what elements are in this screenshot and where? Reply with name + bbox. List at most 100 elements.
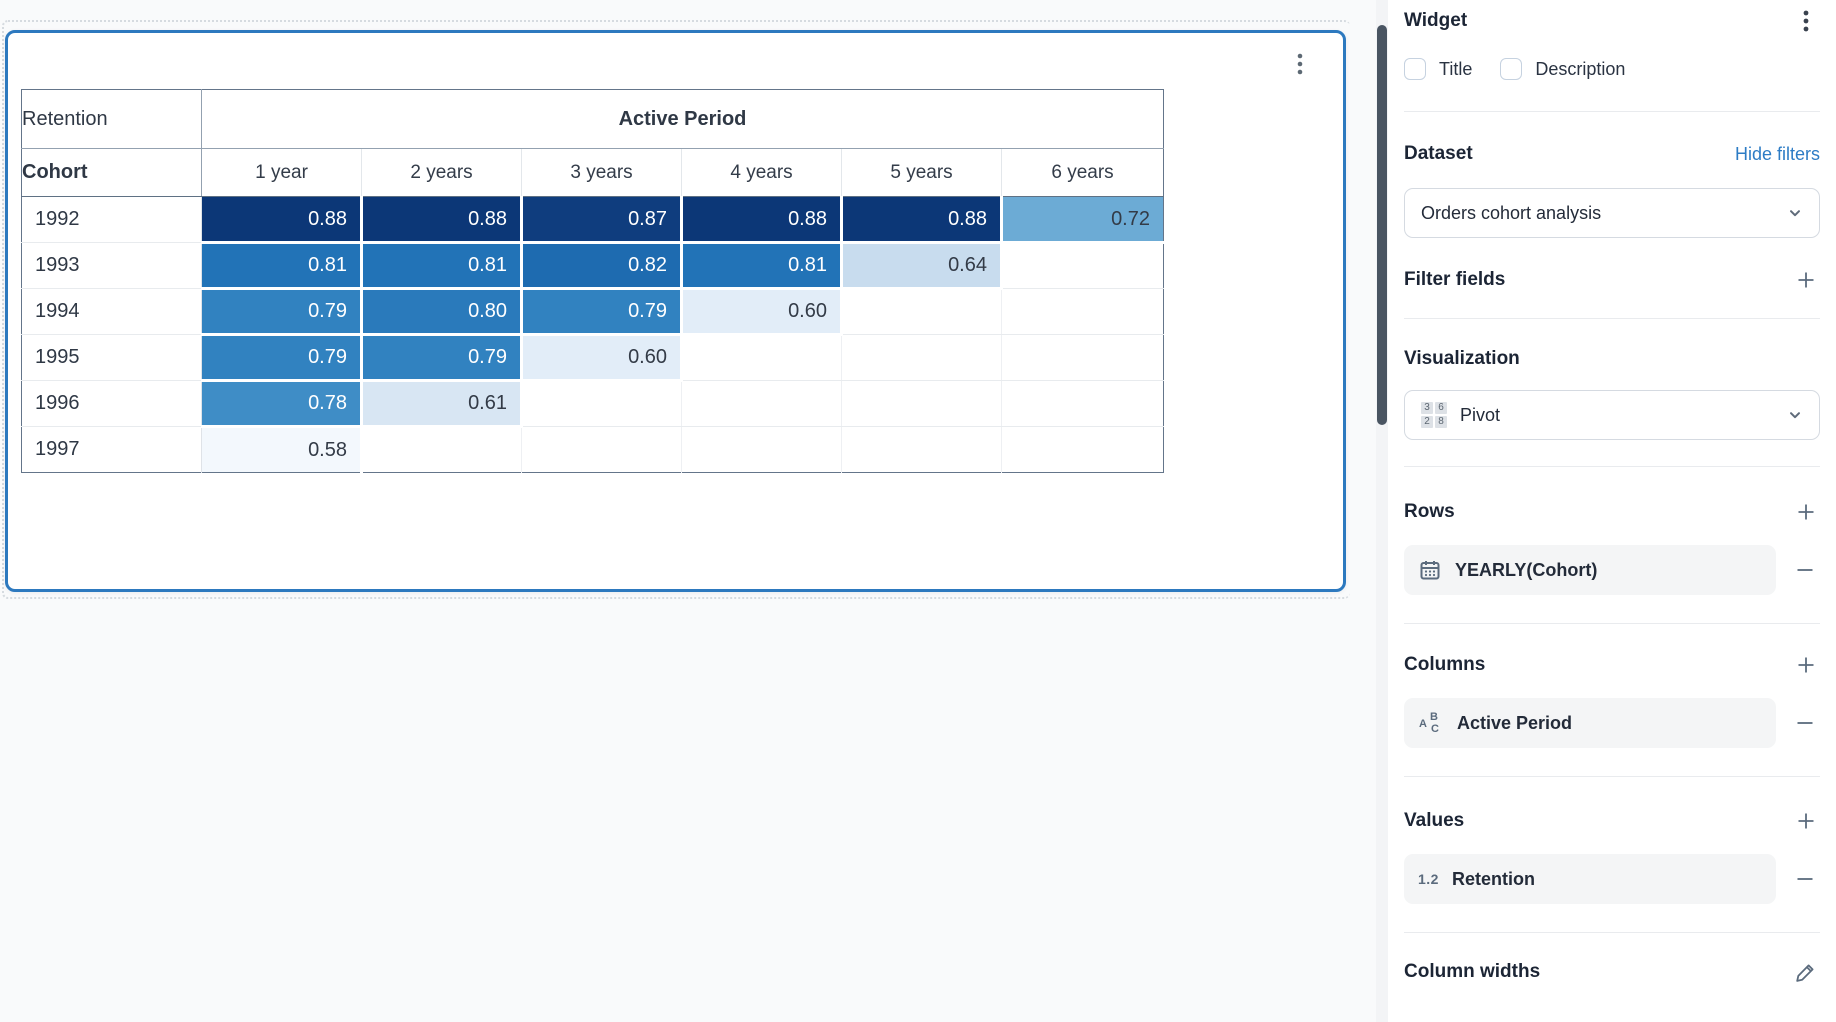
pivot-value-cell: 0.88	[681, 196, 843, 244]
visualization-section-title: Visualization	[1404, 348, 1520, 369]
pivot-corner-header: Retention	[21, 89, 202, 149]
divider	[1404, 932, 1820, 933]
values-field-pill[interactable]: 1.2 Retention	[1404, 854, 1776, 904]
remove-column-field-button[interactable]	[1776, 709, 1820, 737]
description-checkbox-item[interactable]: Description	[1500, 58, 1625, 80]
pivot-value-cell	[841, 380, 1002, 427]
columns-field-pill[interactable]: A B C Active Period	[1404, 698, 1776, 748]
pivot-value-cell: 0.82	[521, 242, 683, 290]
title-checkbox-label: Title	[1439, 58, 1473, 79]
pivot-value-cell	[521, 380, 682, 427]
title-checkbox-item[interactable]: Title	[1404, 58, 1472, 80]
pivot-value-cell: 0.60	[521, 334, 683, 382]
pivot-value-cell: 0.88	[841, 196, 1003, 244]
rows-field-label: YEARLY(Cohort)	[1455, 559, 1598, 580]
divider	[1404, 466, 1820, 467]
divider	[1404, 318, 1820, 319]
grid-cell-outline	[2, 20, 1350, 599]
dataset-select[interactable]: Orders cohort analysis	[1404, 188, 1820, 238]
column-widths-section-title: Column widths	[1404, 961, 1541, 982]
add-row-field-button[interactable]	[1792, 498, 1820, 526]
pivot-table: Retention Active Period Cohort 1 year 2 year…	[21, 89, 1164, 473]
pivot-col-header: 5 years	[841, 148, 1002, 197]
plus-icon	[1798, 272, 1814, 288]
pivot-value-cell	[681, 334, 842, 381]
rows-field-pill[interactable]: YEARLY(Cohort)	[1404, 545, 1776, 595]
minus-icon	[1797, 569, 1813, 571]
pivot-value-cell	[521, 426, 682, 473]
pivot-cohort-cell: 1993	[21, 242, 202, 289]
pivot-value-cell	[1001, 380, 1164, 427]
remove-row-field-button[interactable]	[1776, 556, 1820, 584]
dataset-section-title: Dataset	[1404, 143, 1473, 164]
pivot-value-cell: 0.81	[361, 242, 523, 290]
scrollbar-thumb[interactable]	[1377, 25, 1387, 425]
filter-fields-section-title: Filter fields	[1404, 269, 1506, 290]
pivot-cohort-cell: 1996	[21, 380, 202, 427]
pivot-row-header: Cohort	[21, 148, 202, 197]
chevron-down-icon	[1790, 210, 1800, 217]
hide-filters-link[interactable]: Hide filters	[1734, 143, 1820, 164]
pivot-value-cell: 0.79	[521, 288, 683, 336]
chevron-down-icon	[1790, 412, 1800, 419]
widget-kebab-menu-icon[interactable]	[1287, 47, 1313, 81]
sidebar-title: Widget	[1404, 10, 1468, 31]
pivot-col-header: 2 years	[361, 148, 522, 197]
pivot-col-header: 1 year	[201, 148, 362, 197]
values-field-label: Retention	[1451, 868, 1535, 889]
number-type-icon: 1.2	[1418, 871, 1439, 887]
pivot-value-cell	[681, 426, 842, 473]
description-checkbox[interactable]	[1500, 58, 1523, 80]
pivot-value-cell: 0.80	[361, 288, 523, 336]
pivot-col-header: 6 years	[1001, 148, 1164, 197]
divider	[1404, 111, 1820, 112]
divider	[1404, 623, 1820, 624]
pivot-value-cell: 0.88	[361, 196, 523, 244]
pivot-value-cell	[1002, 427, 1164, 473]
widget-settings-sidebar: Widget Title Description Dataset Hide fi…	[1388, 0, 1836, 1022]
pivot-value-cell: 0.87	[521, 196, 683, 244]
pivot-value-cell: 0.64	[841, 242, 1003, 290]
pivot-cohort-cell: 1997	[21, 426, 202, 473]
pivot-table-container: Retention Active Period Cohort 1 year 2 year…	[21, 89, 1164, 473]
visualization-select-value: Pivot	[1460, 404, 1501, 425]
pivot-value-cell	[1001, 288, 1164, 335]
pivot-cohort-cell: 1992	[21, 196, 202, 243]
pivot-value-cell: 0.60	[681, 288, 843, 336]
add-value-field-button[interactable]	[1792, 807, 1820, 835]
description-checkbox-label: Description	[1535, 58, 1626, 79]
title-checkbox[interactable]	[1404, 58, 1426, 80]
pivot-value-cell	[1001, 242, 1164, 289]
pivot-value-cell	[841, 288, 1002, 335]
pivot-value-cell: 0.78	[201, 380, 363, 428]
pivot-widget-card[interactable]: Retention Active Period Cohort 1 year 2 year…	[5, 30, 1346, 592]
pivot-value-cell: 0.58	[201, 426, 363, 473]
remove-value-field-button[interactable]	[1776, 865, 1820, 893]
pivot-value-cell: 0.81	[681, 242, 843, 290]
plus-icon	[1798, 657, 1814, 673]
pivot-value-cell	[361, 426, 522, 473]
pivot-value-cell	[1001, 334, 1164, 381]
add-column-field-button[interactable]	[1792, 651, 1820, 679]
add-filter-field-button[interactable]	[1792, 266, 1820, 294]
sidebar-kebab-menu-icon[interactable]	[1792, 7, 1820, 35]
dashboard-canvas: Retention Active Period Cohort 1 year 2 year…	[2, 20, 1350, 599]
text-type-icon: A B C	[1419, 711, 1439, 735]
pivot-cohort-cell: 1995	[21, 334, 202, 381]
pivot-value-cell	[841, 426, 1002, 473]
pencil-icon	[1796, 964, 1814, 982]
values-section-title: Values	[1404, 810, 1465, 831]
pivot-value-cell: 0.79	[361, 334, 523, 382]
plus-icon	[1798, 504, 1814, 520]
edit-column-widths-button[interactable]	[1792, 958, 1820, 986]
pivot-cohort-cell: 1994	[21, 288, 202, 335]
pivot-value-cell: 0.72	[1001, 196, 1164, 244]
pivot-col-header: 4 years	[681, 148, 842, 197]
calendar-icon	[1420, 561, 1440, 580]
dataset-select-value: Orders cohort analysis	[1421, 202, 1602, 223]
pivot-column-group-header: Active Period	[201, 89, 1164, 149]
pivot-value-cell: 0.79	[201, 334, 363, 382]
pivot-value-cell: 0.88	[201, 196, 363, 244]
